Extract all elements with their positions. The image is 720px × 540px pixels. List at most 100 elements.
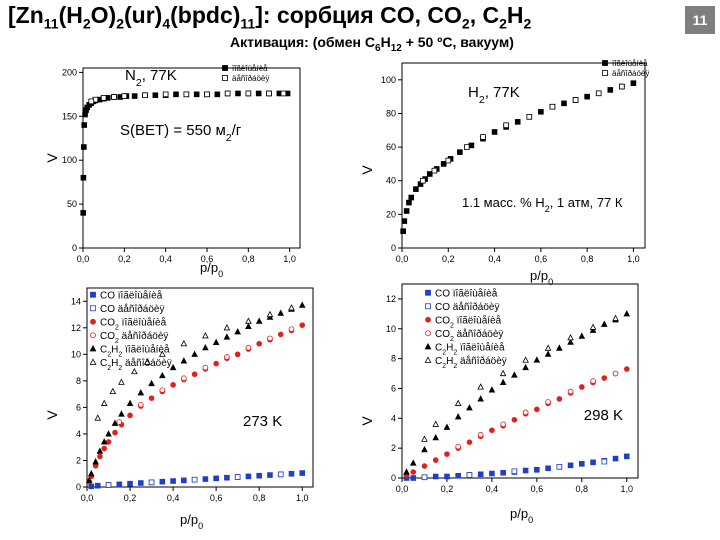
x-tick-label: 0,4 [486, 484, 499, 494]
data-point [630, 80, 637, 86]
series-0 [400, 80, 637, 234]
series-4 [403, 310, 631, 475]
data-point [466, 404, 473, 411]
chart-annotation: S(BET) = 550 м2/г [120, 122, 242, 144]
x-tick-label: 0,0 [77, 254, 90, 264]
x-tick-label: 0,2 [118, 254, 131, 264]
data-point [444, 473, 450, 480]
data-point [590, 459, 596, 466]
x-tick-label: 0,2 [442, 254, 455, 264]
data-point [514, 119, 521, 125]
data-point [511, 417, 518, 423]
legend-marker [425, 289, 431, 296]
data-point [409, 459, 417, 466]
data-point [455, 472, 461, 479]
data-point [180, 357, 188, 364]
y-axis-label: V [45, 410, 60, 420]
data-point [600, 320, 608, 327]
legend-entry: CO2 äåñîðáöèÿ [100, 330, 168, 345]
legend-marker [602, 70, 608, 76]
data-point [432, 433, 440, 441]
data-point [612, 314, 619, 321]
data-point [489, 470, 495, 477]
data-point [131, 367, 138, 375]
data-point [193, 91, 200, 98]
data-point [256, 472, 262, 479]
data-point [556, 396, 563, 402]
series-1 [88, 90, 287, 105]
y-axis-label: V [45, 153, 60, 163]
data-point [579, 461, 585, 467]
data-point [94, 482, 101, 489]
x-tick-label: 0,4 [167, 493, 180, 503]
slide-subtitle-part: 12 [390, 42, 402, 54]
data-point [401, 218, 408, 224]
data-point [522, 467, 529, 474]
data-point [234, 351, 241, 358]
slide-title-part: 11 [43, 15, 59, 32]
data-point [137, 389, 145, 396]
data-point [455, 443, 461, 450]
data-point [522, 363, 529, 371]
data-point [298, 301, 306, 308]
data-point [181, 375, 187, 382]
data-point [440, 161, 447, 167]
data-point [245, 344, 252, 351]
data-point [421, 435, 428, 442]
x-tick-label: 1,0 [283, 254, 296, 264]
slide-title-part: 2 [461, 15, 470, 32]
slide-subtitle-part: + 50 ºC, вакуум) [401, 34, 514, 50]
slide-subtitle-part: Активация: (обмен C [230, 34, 375, 50]
x-tick-label: 1,0 [621, 484, 634, 494]
data-point [224, 90, 231, 97]
legend-marker [89, 344, 97, 352]
data-point [623, 310, 631, 317]
legend-marker [90, 305, 96, 312]
data-point [567, 388, 574, 395]
data-point [88, 98, 95, 105]
legend-entry: äåñîðáöèÿ [232, 74, 269, 83]
y-tick-label: 2 [76, 455, 81, 465]
data-point [589, 323, 597, 330]
data-point [466, 439, 473, 445]
y-tick-label: 14 [71, 296, 81, 306]
legend-entry: CO2 ïîãëîùåíèå [435, 314, 502, 329]
data-point [148, 379, 155, 387]
data-point [567, 333, 574, 341]
y-tick-label: 40 [386, 176, 396, 186]
data-point [80, 174, 87, 181]
data-point [534, 406, 540, 413]
x-tick-label: 0,0 [396, 254, 409, 264]
data-point [280, 90, 287, 97]
legend-entry: CO2 ïîãëîùåíèå [100, 316, 167, 331]
data-point [191, 371, 198, 378]
data-point [299, 322, 306, 328]
data-point [489, 427, 495, 434]
slide-title-part: [Zn [8, 2, 44, 28]
slide-title-part: (ur) [124, 2, 163, 28]
data-point [556, 464, 563, 470]
data-point [589, 326, 597, 333]
series-0 [80, 90, 291, 216]
data-point [454, 399, 462, 406]
data-point [595, 90, 602, 97]
x-tick-label: 1,0 [296, 493, 309, 503]
x-tick-label: 1,0 [627, 254, 640, 264]
data-point [245, 317, 252, 324]
data-point [601, 375, 608, 381]
data-point [445, 157, 452, 164]
data-point [457, 149, 463, 155]
x-axis-label: p/p0 [530, 268, 553, 287]
data-point [202, 332, 209, 339]
data-point [499, 378, 507, 386]
data-point [143, 358, 151, 365]
data-point [202, 364, 209, 371]
x-tick-label: 0,6 [201, 254, 214, 264]
data-point [88, 483, 95, 490]
data-point [443, 423, 451, 430]
data-point [213, 360, 219, 367]
data-point [561, 100, 567, 107]
data-point [109, 387, 117, 395]
slide-title-part: H [506, 2, 524, 28]
data-point [499, 369, 507, 377]
